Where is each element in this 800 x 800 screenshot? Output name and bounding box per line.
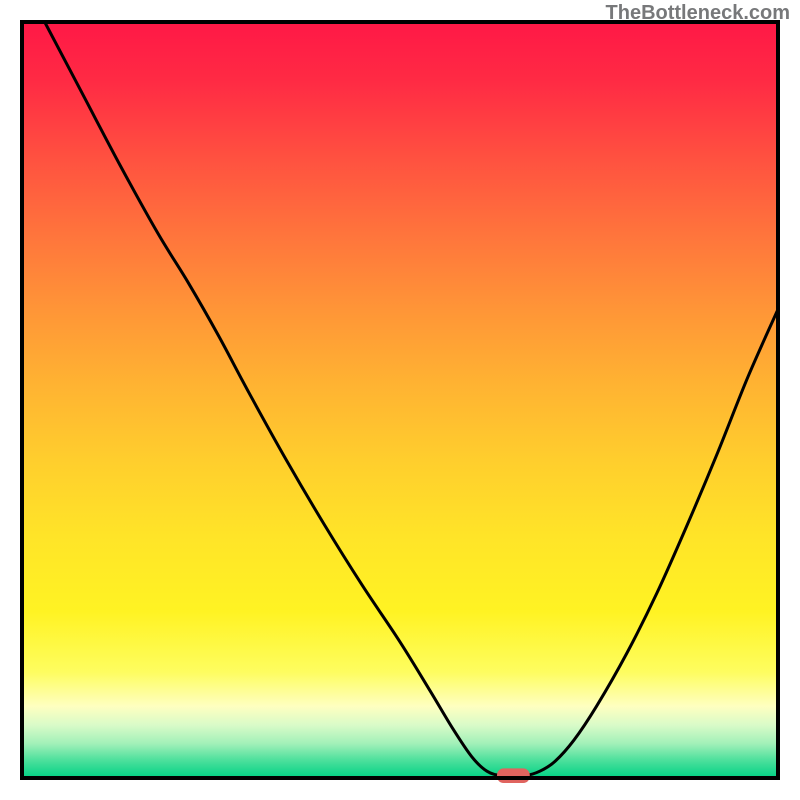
optimal-marker: [498, 769, 530, 783]
bottleneck-chart: [0, 0, 800, 800]
chart-container: TheBottleneck.com: [0, 0, 800, 800]
gradient-background: [22, 22, 778, 778]
